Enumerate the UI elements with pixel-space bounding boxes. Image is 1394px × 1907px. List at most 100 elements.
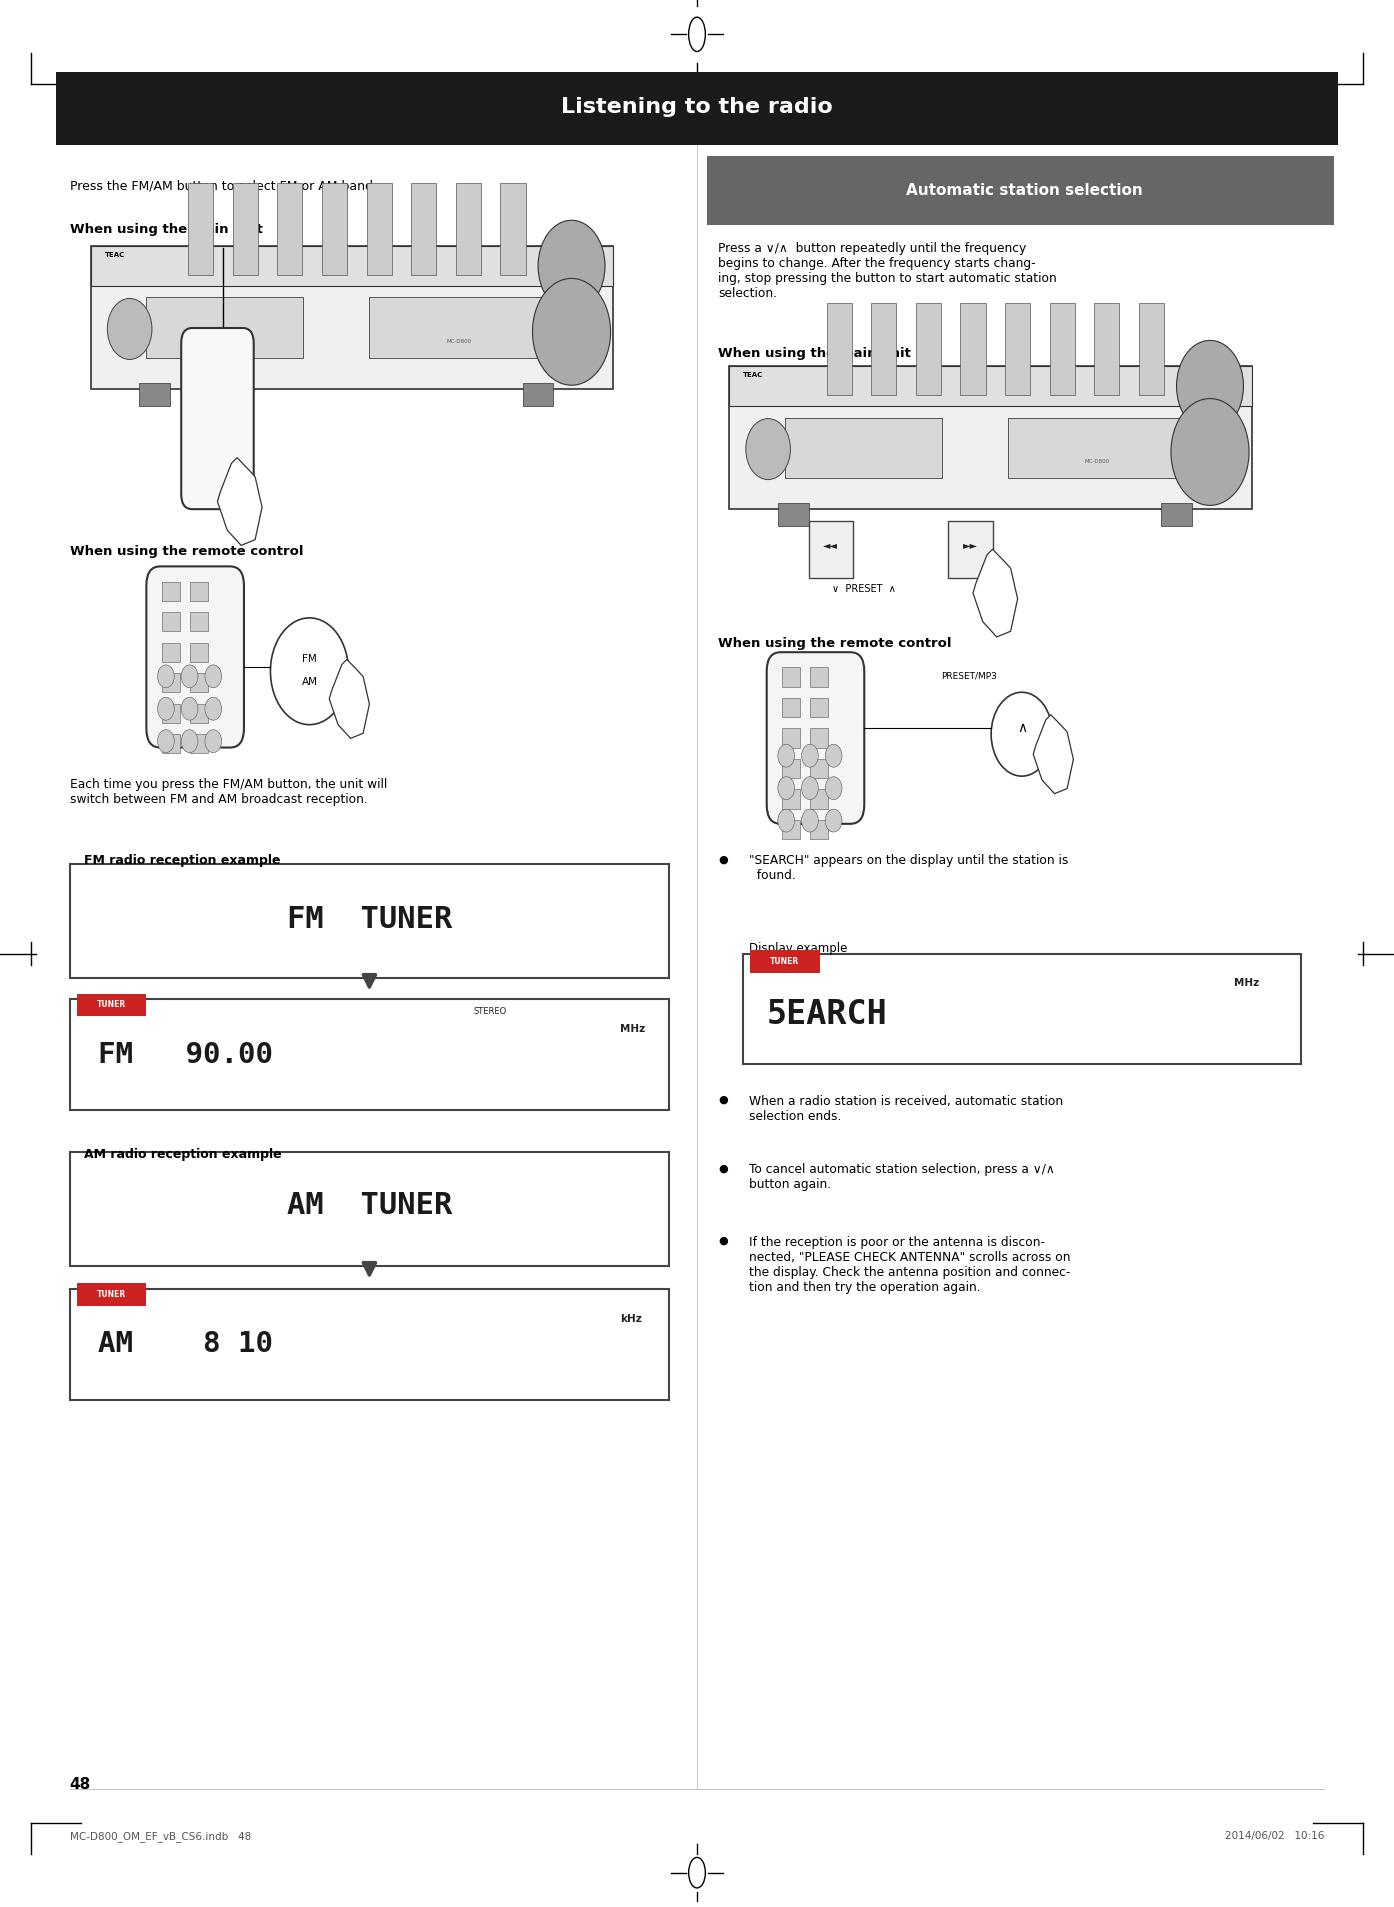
Circle shape: [205, 666, 222, 688]
Bar: [77, 1283, 146, 1306]
Bar: [146, 297, 302, 359]
Bar: [810, 789, 828, 809]
Text: When a radio station is received, automatic station
selection ends.: When a radio station is received, automa…: [749, 1095, 1062, 1123]
Text: TUNER: TUNER: [98, 1291, 125, 1299]
Circle shape: [181, 730, 198, 753]
Circle shape: [205, 698, 222, 721]
Text: ●: ●: [718, 854, 728, 864]
Bar: [369, 297, 552, 359]
Text: ►►: ►►: [963, 540, 977, 551]
Bar: [810, 820, 828, 839]
Text: When using the remote control: When using the remote control: [718, 637, 952, 650]
Bar: [77, 994, 146, 1016]
Bar: [782, 728, 800, 748]
Text: kHz: kHz: [620, 1314, 643, 1323]
Bar: [948, 521, 993, 578]
Text: Press a ∨/∧  button repeatedly until the frequency
begins to change. After the f: Press a ∨/∧ button repeatedly until the …: [718, 242, 1057, 299]
Circle shape: [778, 776, 795, 799]
Bar: [162, 643, 180, 662]
Bar: [778, 503, 809, 526]
Text: 5EARCH: 5EARCH: [767, 997, 888, 1032]
Bar: [162, 704, 180, 723]
Bar: [70, 1289, 669, 1400]
Circle shape: [1171, 399, 1249, 505]
Circle shape: [270, 618, 348, 725]
Text: Each time you press the FM/AM button, the unit will
switch between FM and AM bro: Each time you press the FM/AM button, th…: [70, 778, 388, 807]
Text: MC-D800: MC-D800: [446, 339, 471, 343]
Bar: [411, 183, 436, 275]
Bar: [782, 820, 800, 839]
Circle shape: [825, 809, 842, 831]
Bar: [1161, 503, 1192, 526]
Bar: [277, 183, 302, 275]
Text: MHz: MHz: [620, 1024, 645, 1034]
Text: Automatic station selection: Automatic station selection: [906, 183, 1143, 198]
Text: Display example: Display example: [749, 942, 848, 955]
Circle shape: [802, 809, 818, 831]
Bar: [162, 582, 180, 601]
FancyBboxPatch shape: [146, 566, 244, 748]
Circle shape: [158, 666, 174, 688]
Circle shape: [825, 776, 842, 799]
Text: If the reception is poor or the antenna is discon-
nected, "PLEASE CHECK ANTENNA: If the reception is poor or the antenna …: [749, 1236, 1071, 1293]
Bar: [810, 667, 828, 687]
Bar: [500, 183, 526, 275]
Text: "SEARCH" appears on the display until the station is
  found.: "SEARCH" appears on the display until th…: [749, 854, 1068, 883]
Text: FM  TUNER: FM TUNER: [287, 904, 452, 934]
Text: PRESET/MP3: PRESET/MP3: [941, 671, 997, 681]
Circle shape: [991, 692, 1052, 776]
Circle shape: [533, 278, 611, 385]
Bar: [56, 72, 1338, 145]
Bar: [810, 759, 828, 778]
Bar: [190, 734, 208, 753]
Text: Press the FM/AM button to select FM or AM band.: Press the FM/AM button to select FM or A…: [70, 179, 376, 193]
Text: MC-D800: MC-D800: [1085, 460, 1110, 463]
Bar: [827, 303, 852, 395]
Bar: [782, 698, 800, 717]
Text: 48: 48: [70, 1777, 91, 1793]
Text: ∧: ∧: [1016, 721, 1027, 736]
Bar: [782, 759, 800, 778]
Text: MC-D800_OM_EF_vB_CS6.indb   48: MC-D800_OM_EF_vB_CS6.indb 48: [70, 1831, 251, 1842]
Circle shape: [778, 809, 795, 831]
Circle shape: [181, 698, 198, 721]
Bar: [523, 383, 553, 406]
Text: ∨  PRESET  ∧: ∨ PRESET ∧: [832, 584, 896, 593]
Text: AM    8 10: AM 8 10: [98, 1331, 273, 1358]
Text: FM/AM: FM/AM: [206, 347, 241, 357]
Circle shape: [1177, 339, 1243, 433]
Bar: [70, 864, 669, 978]
Text: AM  TUNER: AM TUNER: [287, 1190, 452, 1220]
Polygon shape: [1033, 715, 1073, 793]
Bar: [782, 789, 800, 809]
Bar: [1050, 303, 1075, 395]
Bar: [190, 704, 208, 723]
Text: FM: FM: [302, 654, 316, 664]
Bar: [190, 582, 208, 601]
Bar: [233, 183, 258, 275]
Text: 2014/06/02   10:16: 2014/06/02 10:16: [1225, 1831, 1324, 1840]
Text: To cancel automatic station selection, press a ∨/∧
button again.: To cancel automatic station selection, p…: [749, 1163, 1054, 1192]
Polygon shape: [217, 458, 262, 545]
Bar: [916, 303, 941, 395]
Circle shape: [778, 744, 795, 767]
Text: When using the main unit: When using the main unit: [70, 223, 262, 236]
Text: TUNER: TUNER: [771, 957, 799, 965]
Text: STEREO: STEREO: [474, 1007, 507, 1016]
Bar: [1139, 303, 1164, 395]
Bar: [188, 183, 213, 275]
Bar: [750, 950, 820, 973]
Bar: [162, 734, 180, 753]
Bar: [91, 246, 613, 389]
Bar: [162, 612, 180, 631]
Bar: [1005, 303, 1030, 395]
Text: MHz: MHz: [1234, 978, 1259, 988]
Text: FM   90.00: FM 90.00: [98, 1041, 273, 1068]
Circle shape: [746, 420, 790, 479]
Text: ●: ●: [718, 1236, 728, 1245]
Bar: [139, 383, 170, 406]
Bar: [960, 303, 986, 395]
Bar: [785, 418, 942, 479]
Bar: [707, 156, 1334, 225]
Circle shape: [158, 698, 174, 721]
